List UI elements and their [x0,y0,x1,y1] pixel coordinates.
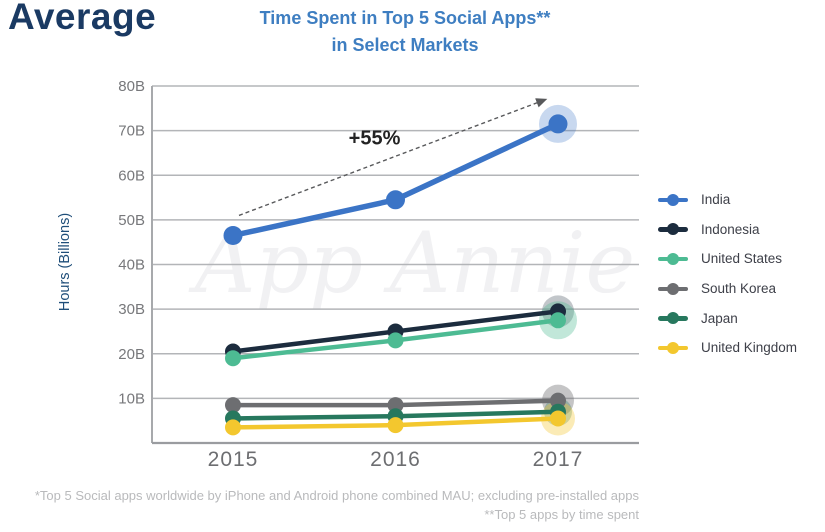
series-south-korea [225,392,566,414]
footnote-line2: **Top 5 apps by time spent [484,507,639,522]
data-point-india-2017 [548,114,568,134]
page-title: Average [8,0,157,37]
x-tick-label: 2017 [533,448,584,471]
legend-item-india: India [658,185,797,215]
legend-label: India [701,192,731,208]
legend-item-japan: Japan [658,303,797,333]
legend-item-united-states: United States [658,244,797,274]
y-tick-label: 10B [118,390,145,407]
legend-label: United States [701,251,783,267]
legend-item-united-kingdom: United Kingdom [658,333,797,363]
legend-label: Indonesia [701,221,760,237]
legend-marker-icon [658,252,688,266]
data-point-india-2015 [223,225,243,245]
data-point-united-states-2015 [225,350,241,367]
legend-marker-icon [658,193,688,207]
x-tick-label: 2016 [370,448,421,471]
growth-arrow [238,98,548,217]
chart-title: Time Spent in Top 5 Social Apps** in Sel… [180,5,630,59]
footnotes: *Top 5 Social apps worldwide by iPhone a… [35,486,639,524]
y-tick-label: 80B [118,78,145,95]
chart-title-line1: Time Spent in Top 5 Social Apps** [259,8,551,28]
y-tick-label: 50B [118,212,145,229]
legend-label: Japan [701,310,738,326]
legend: India Indonesia United States South Korea Ja… [658,185,797,363]
legend-marker-icon [658,222,688,236]
data-point-india-2016 [386,190,405,210]
y-tick-label: 30B [118,301,145,318]
series-united-states [225,312,566,367]
y-tick-label: 70B [118,123,145,140]
legend-marker-icon [658,341,688,355]
legend-marker-icon [658,282,688,296]
data-point-united-kingdom-2016 [387,417,404,434]
legend-label: South Korea [701,281,777,297]
series-united-kingdom [225,410,566,436]
data-point-united-states-2016 [387,332,404,349]
data-point-united-states-2017 [550,312,566,329]
data-point-united-kingdom-2017 [550,410,566,427]
x-tick-label: 2015 [208,448,259,471]
legend-item-indonesia: Indonesia [658,215,797,245]
y-tick-label: 60B [118,167,145,184]
data-point-south-korea-2016 [387,397,404,414]
y-tick-label: 40B [118,257,145,274]
legend-label: United Kingdom [701,340,798,356]
data-point-united-kingdom-2015 [225,419,241,436]
data-point-south-korea-2017 [550,392,566,409]
series-india [223,114,568,245]
growth-annotation: +55% [349,127,401,149]
footnote-line1: *Top 5 Social apps worldwide by iPhone a… [34,488,639,503]
y-tick-label: 20B [118,346,145,363]
legend-item-south-korea: South Korea [658,274,797,304]
chart-title-line2: in Select Markets [331,35,479,55]
legend-marker-icon [658,311,688,325]
data-point-south-korea-2015 [225,397,241,414]
